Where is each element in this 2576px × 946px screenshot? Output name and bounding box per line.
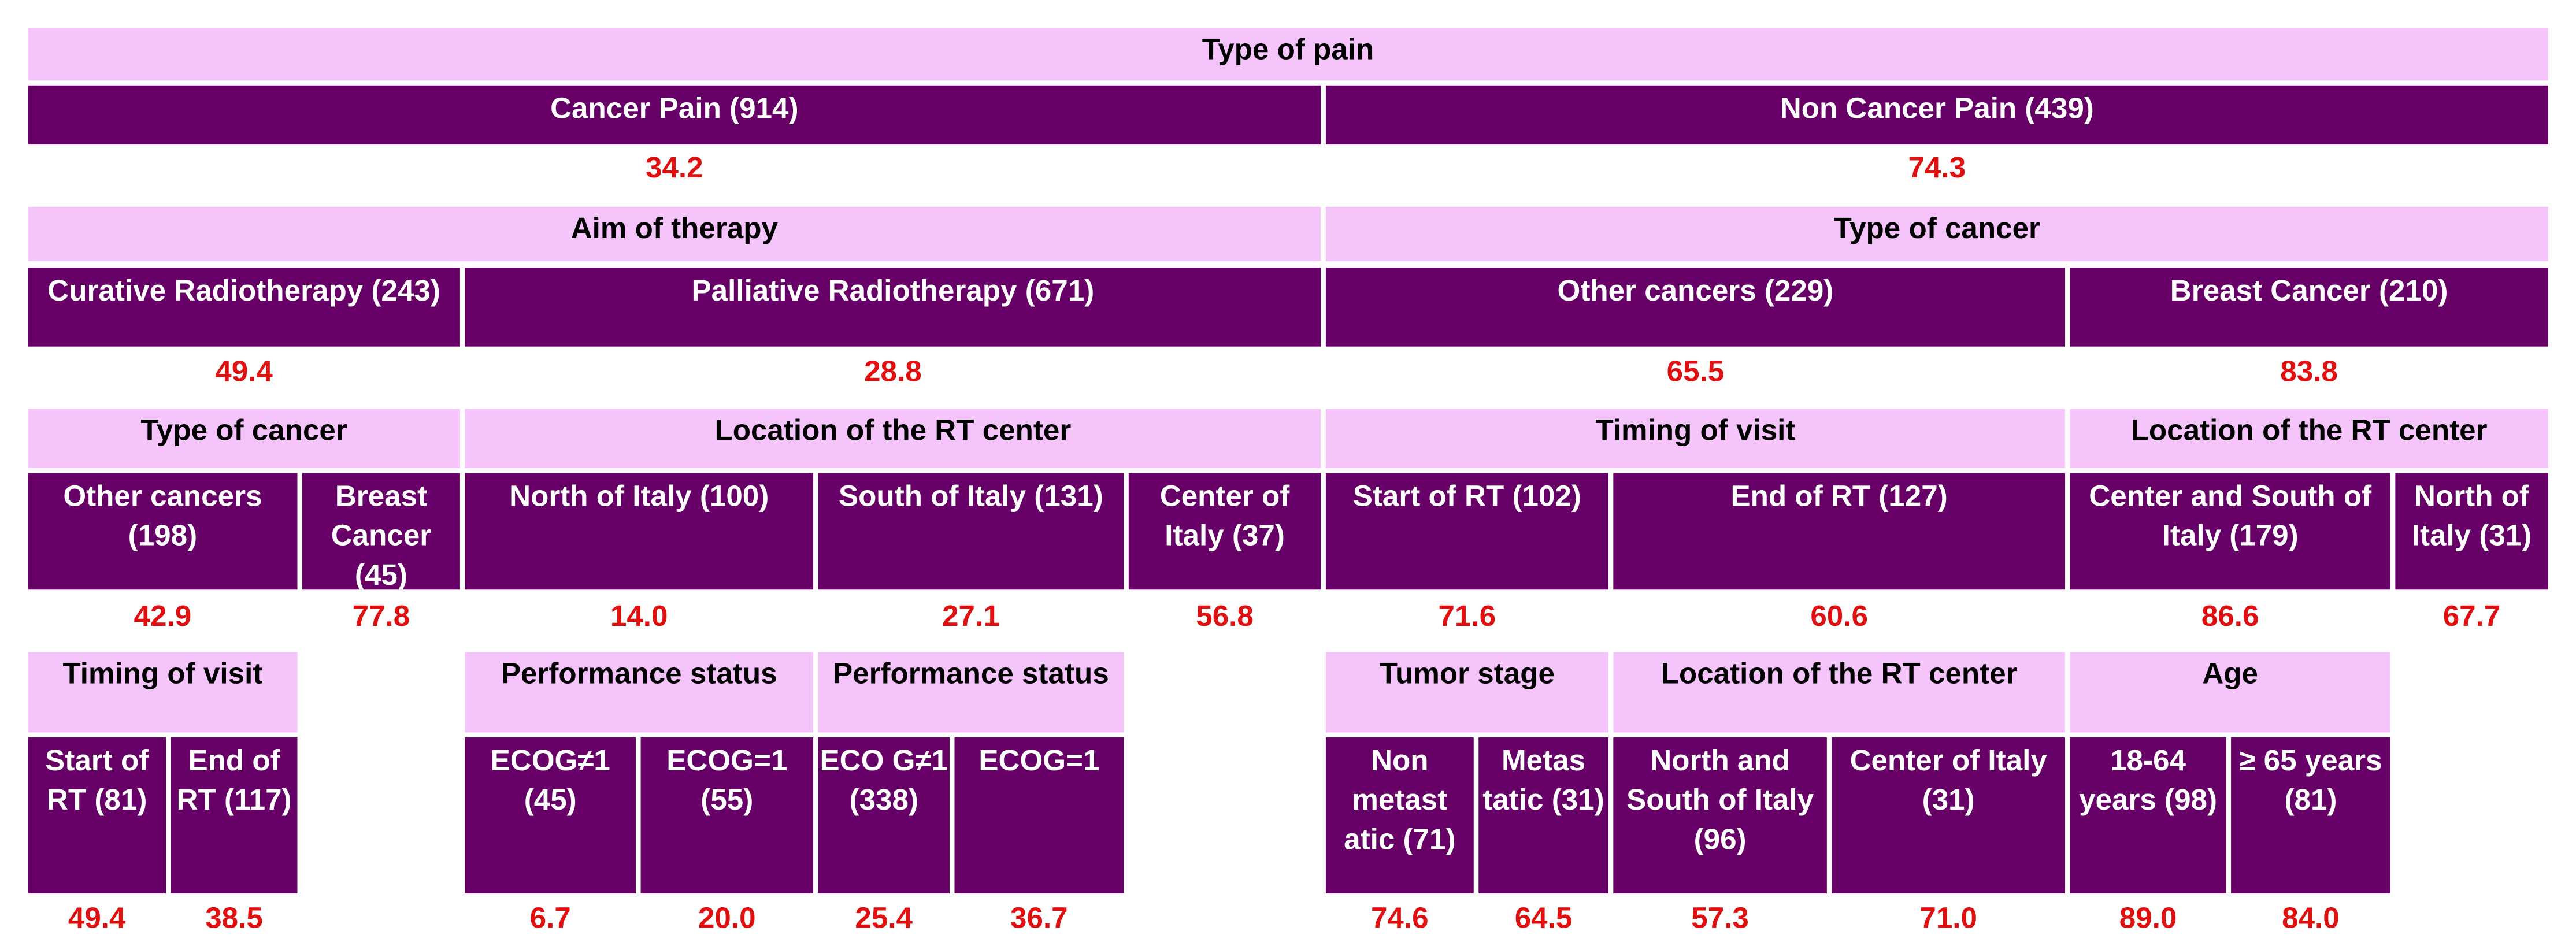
percentage-value: 28.8 [864, 354, 922, 388]
category-box: South of Italy (131) [818, 473, 1124, 590]
group-header: Type of cancer [1325, 207, 2548, 261]
percentage-value: 34.2 [646, 151, 703, 184]
percentage-value: 14.0 [610, 599, 668, 633]
percentage-value: 83.8 [2280, 354, 2338, 388]
percentage-value: 49.4 [68, 902, 126, 935]
percentage-value: 71.6 [1438, 599, 1496, 633]
category-box: Non Cancer Pain (439) [1325, 85, 2548, 145]
category-box: Center of Italy (37) [1128, 473, 1321, 590]
category-box: End of RT (117) [171, 737, 298, 894]
category-box: Curative Radiotherapy (243) [28, 268, 460, 347]
percentage-value: 60.6 [1810, 599, 1868, 633]
group-header: Timing of visit [28, 652, 298, 733]
percentage-value: 57.3 [1691, 902, 1749, 935]
category-box: 18-64 years (98) [2070, 737, 2226, 894]
group-header: Performance status [465, 652, 814, 733]
category-box: ECOG≠1 (45) [465, 737, 636, 894]
category-box: Start of RT (102) [1325, 473, 1608, 590]
percentage-value: 49.4 [215, 354, 273, 388]
percentage-value: 74.3 [1908, 151, 1966, 184]
percentage-value: 20.0 [698, 902, 756, 935]
percentage-value: 86.6 [2201, 599, 2259, 633]
category-box: Breast Cancer (210) [2070, 268, 2548, 347]
category-box: North and South of Italy (96) [1613, 737, 1827, 894]
percentage-value: 65.5 [1666, 354, 1725, 388]
category-box: ≥ 65 years (81) [2231, 737, 2390, 894]
category-box: End of RT (127) [1613, 473, 2066, 590]
percentage-value: 42.9 [134, 599, 192, 633]
category-box: North of Italy (31) [2395, 473, 2548, 590]
group-header: Aim of therapy [28, 207, 1321, 261]
group-header: Location of the RT center [2070, 409, 2548, 468]
percentage-value: 89.0 [2119, 902, 2177, 935]
category-box: Other cancers (198) [28, 473, 298, 590]
group-header: Performance status [818, 652, 1124, 733]
percentage-value: 36.7 [1010, 902, 1068, 935]
category-box: Cancer Pain (914) [28, 85, 1321, 145]
group-header: Location of the RT center [1613, 652, 2066, 733]
percentage-value: 74.6 [1370, 902, 1429, 935]
category-box: Start of RT (81) [28, 737, 166, 894]
category-box: Metas tatic (31) [1478, 737, 1608, 894]
percentage-value: 71.0 [1919, 902, 1977, 935]
category-box: Other cancers (229) [1325, 268, 2066, 347]
group-header: Type of cancer [28, 409, 460, 468]
percentage-value: 67.7 [2442, 599, 2501, 633]
percentage-value: 27.1 [942, 599, 1000, 633]
group-header: Age [2070, 652, 2390, 733]
category-box: Non metast atic (71) [1325, 737, 1474, 894]
group-header: Location of the RT center [465, 409, 1321, 468]
category-box: ECOG=1 [954, 737, 1124, 894]
group-header: Timing of visit [1325, 409, 2066, 468]
percentage-value: 77.8 [352, 599, 410, 633]
category-box: Center and South of Italy (179) [2070, 473, 2390, 590]
category-box: Center of Italy (31) [1832, 737, 2066, 894]
percentage-value: 84.0 [2282, 902, 2340, 935]
category-box: ECOG=1 (55) [640, 737, 814, 894]
category-box: Breast Cancer (45) [302, 473, 460, 590]
category-box: Palliative Radiotherapy (671) [465, 268, 1321, 347]
category-box: ECO G≠1 (338) [818, 737, 950, 894]
group-header: Type of pain [28, 28, 2548, 81]
percentage-value: 38.5 [205, 902, 263, 935]
percentage-value: 56.8 [1196, 599, 1254, 633]
group-header: Tumor stage [1325, 652, 1608, 733]
percentage-value: 64.5 [1514, 902, 1573, 935]
percentage-value: 25.4 [855, 902, 913, 935]
percentage-value: 6.7 [529, 902, 571, 935]
category-box: North of Italy (100) [465, 473, 814, 590]
